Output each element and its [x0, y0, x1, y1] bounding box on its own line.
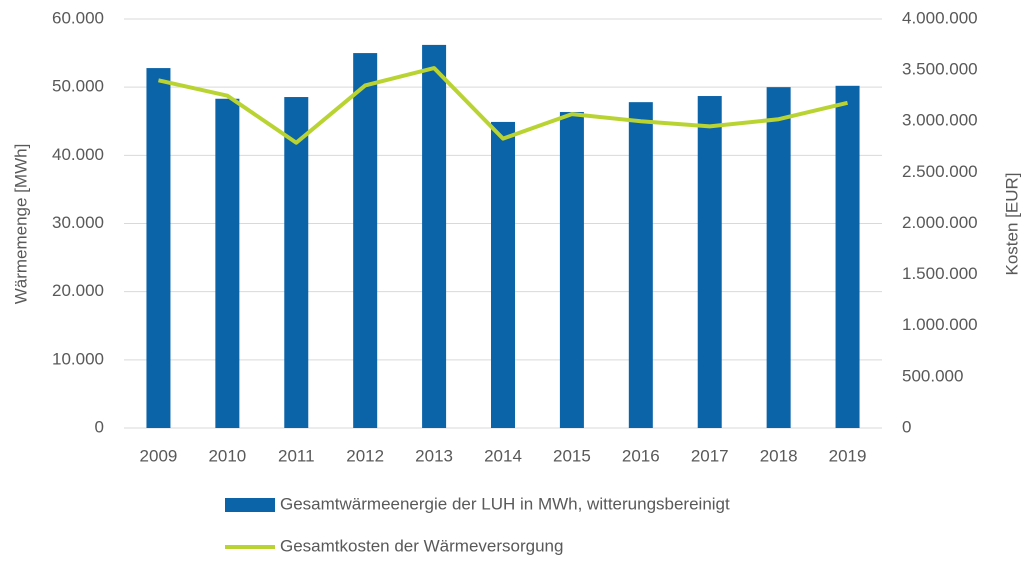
bar — [284, 97, 309, 428]
legend-swatch — [225, 498, 275, 512]
y2-tick-label: 500.000 — [902, 366, 963, 385]
x-tick-label: 2012 — [346, 446, 384, 465]
x-tick-label: 2018 — [760, 446, 798, 465]
y-tick-label: 30.000 — [52, 213, 104, 232]
y2-tick-label: 1.000.000 — [902, 315, 978, 334]
x-tick-label: 2011 — [278, 446, 315, 465]
y-tick-label: 50.000 — [52, 77, 104, 96]
y2-tick-label: 2.500.000 — [902, 162, 978, 181]
x-tick-label: 2017 — [691, 446, 729, 465]
x-tick-label: 2016 — [622, 446, 660, 465]
bar — [766, 87, 791, 429]
x-tick-label: 2014 — [484, 446, 522, 465]
bar — [835, 85, 860, 428]
y-tick-label: 10.000 — [52, 349, 104, 368]
x-tick-label: 2015 — [553, 446, 591, 465]
bar — [146, 68, 171, 428]
y2-axis-label: Kosten [EUR] — [1002, 173, 1021, 276]
bar — [353, 53, 378, 428]
y2-tick-label: 4.000.000 — [902, 8, 978, 27]
y2-tick-label: 0 — [902, 417, 911, 436]
y2-tick-label: 2.000.000 — [902, 213, 978, 232]
x-tick-label: 2010 — [208, 446, 246, 465]
bar — [491, 121, 515, 428]
y2-tick-label: 1.500.000 — [902, 264, 978, 283]
y-axis-label: Wärmemenge [MWh] — [11, 144, 30, 305]
y-tick-label: 0 — [95, 417, 104, 436]
y2-tick-label: 3.500.000 — [902, 60, 978, 79]
bar — [697, 96, 722, 429]
y-tick-label: 20.000 — [52, 281, 104, 300]
y2-tick-label: 3.000.000 — [902, 111, 978, 130]
bar — [628, 102, 653, 428]
legend-label: Gesamtwärmeenergie der LUH in MWh, witte… — [280, 494, 730, 513]
bar — [422, 44, 447, 429]
bar — [559, 112, 584, 429]
y-tick-label: 60.000 — [52, 8, 104, 27]
y-tick-label: 40.000 — [52, 145, 104, 164]
legend-label: Gesamtkosten der Wärmeversorgung — [280, 536, 563, 555]
x-tick-label: 2009 — [140, 446, 178, 465]
x-tick-label: 2019 — [829, 446, 867, 465]
bar — [215, 98, 240, 428]
x-tick-label: 2013 — [415, 446, 453, 465]
line — [158, 66, 849, 145]
